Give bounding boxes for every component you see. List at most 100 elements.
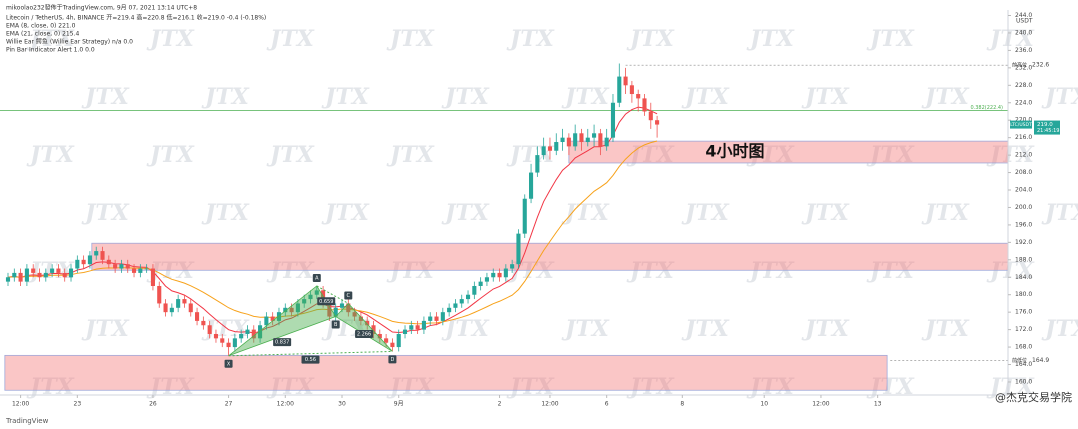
candle-body xyxy=(384,338,389,343)
pattern-dashed xyxy=(228,350,393,357)
ratio-label: 0.837 xyxy=(275,340,289,346)
watermark: JTX xyxy=(441,84,490,110)
candle-body xyxy=(421,320,426,330)
candle-body xyxy=(371,325,376,334)
candle-body xyxy=(56,268,61,273)
x-tick-label: 12:00 xyxy=(541,401,558,408)
watermark: JTX xyxy=(626,258,675,284)
watermark: JTX xyxy=(201,200,250,226)
watermark: JTX xyxy=(266,374,315,400)
footer-right: @杰克交易学院 xyxy=(995,390,1072,404)
candle-body xyxy=(648,111,653,121)
candle-body xyxy=(465,294,471,300)
ema-line xyxy=(7,106,658,334)
candle-body xyxy=(636,94,641,99)
y-tick-label: 200.0 xyxy=(1015,204,1032,211)
ratio-box xyxy=(301,355,320,364)
candle-body xyxy=(119,264,124,269)
legend-entry: Willie Ear 鳄鱼 (Willie Ear Strategy) n/a … xyxy=(6,38,133,46)
watermark: JTX xyxy=(561,84,610,110)
x-tick-label: 10 xyxy=(760,401,768,408)
candle-body xyxy=(655,120,660,125)
watermark: JTX xyxy=(386,374,435,400)
candle-body xyxy=(390,342,395,348)
candle-body xyxy=(365,320,370,326)
watermark: JTX xyxy=(321,84,370,110)
pattern-point: A xyxy=(315,275,319,281)
currency: USDT xyxy=(1016,18,1033,25)
candle-body xyxy=(554,142,559,151)
x-tick-label: 9月 xyxy=(394,401,404,408)
candle-body xyxy=(270,316,275,321)
candle-body xyxy=(276,312,282,321)
watermark: JTX xyxy=(1041,316,1078,342)
fib-label: 0.382(222.4) xyxy=(970,105,1003,111)
watermark: JTX xyxy=(506,374,555,400)
y-tick-label: 240.0 xyxy=(1015,29,1032,36)
candle-body xyxy=(573,133,578,147)
ratio-label: 2.266 xyxy=(357,331,371,337)
ratio-box xyxy=(355,329,374,338)
pattern-point-box xyxy=(312,273,321,282)
x-tick-label: 23 xyxy=(74,401,82,408)
watermark: JTX xyxy=(321,200,370,226)
level-label: 164.9 xyxy=(1032,357,1049,364)
candle-body xyxy=(579,133,584,143)
candle-body xyxy=(642,98,647,112)
candle-body xyxy=(610,102,616,138)
x-tick-label: 26 xyxy=(149,401,157,408)
candle-body xyxy=(169,307,174,313)
x-tick-label: 30 xyxy=(338,401,346,408)
candle-body xyxy=(87,255,92,265)
watermark: JTX xyxy=(1041,200,1078,226)
watermark: JTX xyxy=(26,142,75,168)
countdown: 21:45:19 xyxy=(1037,128,1059,134)
watermark: JTX xyxy=(626,374,675,400)
watermark: JTX xyxy=(386,142,435,168)
x-tick-label: 12:00 xyxy=(12,401,29,408)
candle-body xyxy=(377,333,382,339)
watermark: JTX xyxy=(801,316,850,342)
candle-body xyxy=(131,268,137,273)
y-tick-label: 208.0 xyxy=(1015,169,1032,176)
x-tick-label: 8 xyxy=(680,401,684,408)
candle-body xyxy=(18,272,23,282)
y-tick-label: 204.0 xyxy=(1015,187,1032,194)
zone xyxy=(91,242,1009,271)
y-tick-label: 168.0 xyxy=(1015,344,1032,351)
watermark: JTX xyxy=(146,374,195,400)
candle-body xyxy=(478,281,483,286)
watermark: JTX xyxy=(506,142,555,168)
watermark: JTX xyxy=(561,316,610,342)
y-tick-label: 232.0 xyxy=(1015,64,1032,71)
y-tick-label: 180.0 xyxy=(1015,291,1032,298)
legend: Litecoin / TetherUS, 4h, BINANCE 开=219.4… xyxy=(6,14,266,54)
watermark: JTX xyxy=(266,142,315,168)
candle-body xyxy=(188,303,193,313)
y-tick-label: 220.0 xyxy=(1015,117,1032,124)
candle-body xyxy=(339,303,345,308)
candle-body xyxy=(264,316,269,326)
candle-body xyxy=(195,312,200,321)
candle-body xyxy=(510,264,515,269)
pattern-point-box xyxy=(344,291,353,300)
last-price-box xyxy=(1034,120,1060,135)
candle-body xyxy=(163,303,168,313)
candle-body xyxy=(295,303,300,313)
candle-body xyxy=(258,325,263,339)
x-tick-label: 13 xyxy=(874,401,882,408)
watermark: JTX xyxy=(801,84,850,110)
candle-body xyxy=(283,307,288,313)
candle-body xyxy=(150,268,155,286)
candle-body xyxy=(226,342,231,348)
candle-body xyxy=(144,268,149,270)
watermark: JTX xyxy=(746,258,795,284)
candle-body xyxy=(289,307,294,313)
candle-body xyxy=(604,137,609,147)
watermark: JTX xyxy=(26,374,75,400)
candle-body xyxy=(50,268,55,273)
candle-body xyxy=(547,146,553,151)
watermark: JTX xyxy=(746,142,795,168)
watermark: JTX xyxy=(441,200,490,226)
candle-body xyxy=(585,137,590,143)
